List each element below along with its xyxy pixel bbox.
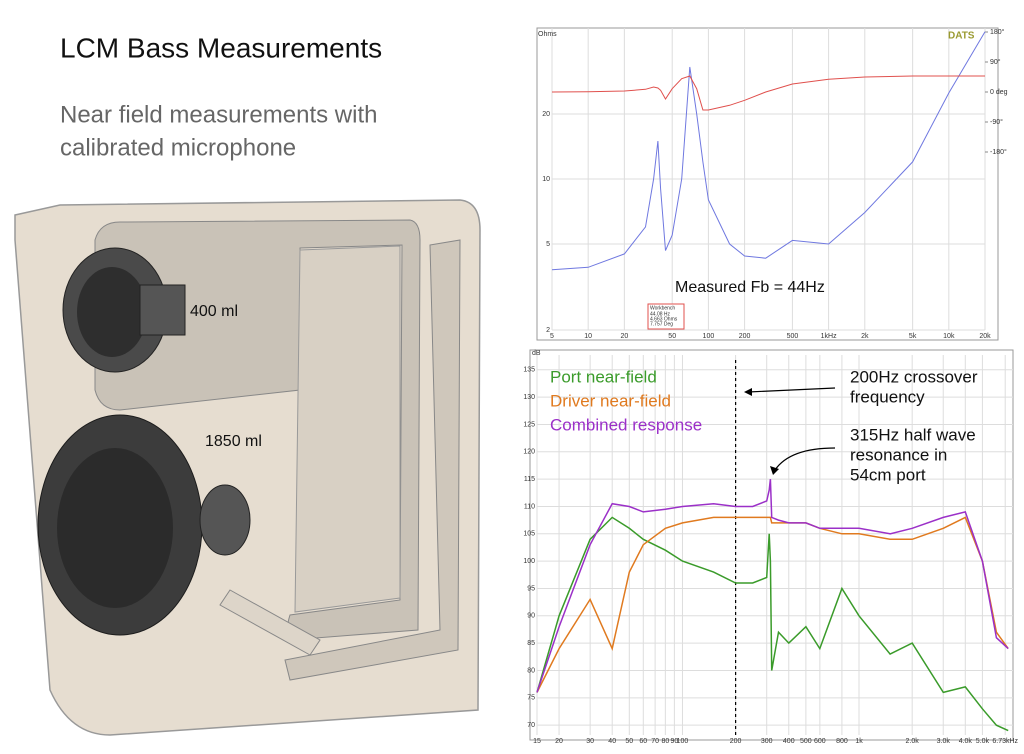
annotation: 315Hz half wave	[850, 425, 976, 444]
x-tick-label: 40	[608, 738, 616, 745]
x-tick-label: 50	[625, 738, 633, 745]
y-tick-label: 70	[527, 722, 535, 729]
x-tick-label: 5k	[909, 333, 917, 340]
x-tick-label: 6.73kHz	[992, 738, 1018, 745]
y2-tick-label: -90°	[990, 118, 1003, 126]
y-axis-label: Ohms	[538, 31, 557, 38]
series-line	[536, 516, 1009, 732]
legend-entry: Port near-field	[550, 367, 657, 386]
slide-title: LCM Bass Measurements	[60, 32, 382, 63]
series-line	[551, 75, 985, 111]
x-tick-label: 70	[651, 738, 659, 745]
readout-line: 4.663 Ohms	[650, 316, 678, 322]
x-tick-label: 1k	[855, 738, 863, 745]
x-tick-label: 50	[668, 333, 676, 340]
x-tick-label: 4.0k	[959, 738, 973, 745]
y-tick-label: 85	[527, 640, 535, 647]
x-tick-label: 100	[703, 333, 715, 340]
y-tick-label: 120	[523, 449, 535, 456]
x-tick-label: 1kHz	[821, 333, 837, 340]
y2-tick-label: 90°	[990, 58, 1001, 66]
readout-title: Workbench	[650, 305, 675, 311]
x-tick-label: 3.0k	[937, 738, 951, 745]
x-tick-label: 2.0k	[906, 738, 920, 745]
y-tick-label: 10	[542, 176, 550, 183]
readout-line: 7.757 Deg	[650, 321, 673, 327]
legend-entry: Combined response	[550, 415, 702, 434]
x-tick-label: 200	[739, 333, 751, 340]
y-tick-label: 100	[523, 558, 535, 565]
readout-box	[647, 303, 685, 330]
x-tick-label: 200	[730, 738, 742, 745]
series-line	[536, 479, 1009, 693]
arrow	[747, 387, 836, 393]
x-tick-label: 300	[761, 738, 773, 745]
x-tick-label: 20	[620, 333, 628, 340]
y-axis-label: dB	[532, 350, 541, 357]
x-tick-label: 90	[670, 738, 678, 745]
y-tick-label: 115	[524, 476, 535, 483]
readout-line: 44.08 Hz	[650, 311, 671, 317]
y-tick-label: 2	[546, 327, 550, 334]
y-tick-label: 130	[523, 394, 535, 401]
x-tick-label: 100	[677, 738, 689, 745]
y-tick-label: 110	[524, 503, 535, 510]
annotation: Measured Fb = 44Hz	[675, 279, 825, 296]
y-tick-label: 90	[527, 613, 535, 620]
x-tick-label: 500	[800, 738, 812, 745]
volume-label: 1850 ml	[205, 433, 262, 450]
x-tick-label: 5	[550, 333, 554, 340]
y2-tick-label: 0 deg	[990, 89, 1008, 96]
subtitle: calibrated microphone	[60, 134, 296, 161]
legend-entry: Driver near-field	[550, 391, 671, 410]
subtitle: Near field measurements with	[60, 101, 377, 128]
x-tick-label: 500	[787, 333, 799, 340]
arrowhead	[770, 466, 779, 475]
annotation: 200Hz crossover	[850, 367, 978, 386]
arrow	[774, 447, 836, 471]
y-tick-label: 95	[527, 585, 535, 592]
y-tick-label: 80	[527, 667, 535, 674]
y-tick-label: 20	[542, 111, 550, 118]
x-tick-label: 800	[836, 738, 848, 745]
annotation: frequency	[850, 387, 925, 406]
x-tick-label: 10k	[943, 333, 955, 340]
y-tick-label: 75	[527, 695, 535, 702]
arrowhead	[744, 388, 752, 396]
y2-tick-label: 180°	[990, 28, 1005, 36]
x-tick-label: 600	[814, 738, 826, 745]
y-tick-label: 125	[523, 421, 535, 428]
x-tick-label: 30	[586, 738, 594, 745]
x-tick-label: 400	[783, 738, 795, 745]
enclosure-illustration	[14, 199, 481, 736]
volume-label: 400 ml	[190, 303, 238, 320]
x-tick-label: 10	[584, 333, 592, 340]
series-line	[551, 31, 986, 271]
y2-tick-label: -180°	[990, 148, 1007, 156]
x-tick-label: 20k	[979, 333, 991, 340]
y-tick-label: 105	[523, 531, 535, 538]
x-tick-label: 2k	[861, 333, 869, 340]
x-tick-label: 20	[555, 738, 563, 745]
y-tick-label: 5	[546, 241, 550, 248]
x-tick-label: 80	[661, 738, 669, 745]
series-line	[536, 516, 1009, 693]
x-tick-label: 15	[533, 738, 541, 745]
y-tick-label: 135	[523, 367, 535, 374]
x-tick-label: 60	[639, 738, 647, 745]
impedance-frame	[536, 27, 999, 341]
annotation: 54cm port	[850, 465, 926, 484]
x-tick-label: 5.0k	[976, 738, 990, 745]
chart-title: DATS	[948, 31, 975, 42]
annotation: resonance in	[850, 445, 947, 464]
